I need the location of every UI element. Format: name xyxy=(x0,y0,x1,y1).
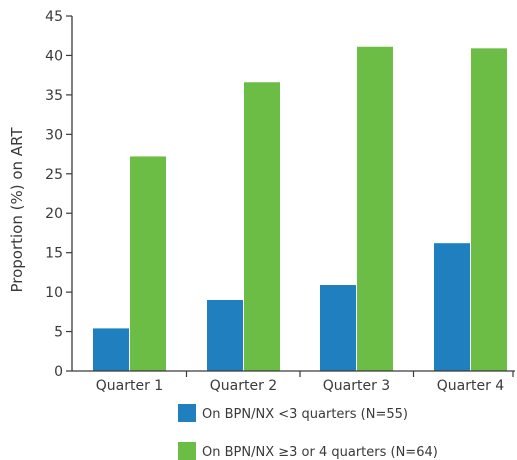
y-tick-label: 30 xyxy=(45,127,63,143)
legend-label-series-1: On BPN/NX <3 quarters (N=55) xyxy=(202,407,408,422)
legend: On BPN/NX <3 quarters (N=55) On BPN/NX ≥3… xyxy=(178,404,438,460)
bar-series-1-quarter-1 xyxy=(93,328,129,371)
bar-series-2-quarter-2 xyxy=(244,82,280,372)
x-tick-label: Quarter 4 xyxy=(437,378,505,394)
y-tick-label: 10 xyxy=(45,285,63,301)
bar-series-1-quarter-2 xyxy=(207,300,243,371)
bar-series-2-quarter-1 xyxy=(130,156,166,371)
bar-series-1-quarter-3 xyxy=(320,285,356,371)
y-tick-label: 0 xyxy=(54,364,63,380)
y-tick-label: 40 xyxy=(45,48,63,64)
x-tick-label: Quarter 2 xyxy=(210,378,277,394)
y-tick-label: 25 xyxy=(45,167,63,183)
bar-series-2-quarter-4 xyxy=(471,48,507,371)
bars-group xyxy=(93,46,507,372)
bar-series-1-quarter-4 xyxy=(434,243,470,371)
x-tick-label: Quarter 1 xyxy=(96,378,163,394)
y-tick-label: 5 xyxy=(54,325,63,341)
legend-swatch-series-1 xyxy=(178,404,196,422)
y-axis-ticks: 0 5 10 15 20 25 30 35 40 45 xyxy=(45,9,72,380)
legend-swatch-series-2 xyxy=(178,442,196,460)
x-tick-label: Quarter 3 xyxy=(323,378,390,394)
y-tick-label: 45 xyxy=(45,9,63,25)
y-tick-label: 15 xyxy=(45,246,63,262)
bar-series-2-quarter-3 xyxy=(357,46,393,372)
y-tick-label: 20 xyxy=(45,206,63,222)
x-axis-ticks: Quarter 1 Quarter 2 Quarter 3 Quarter 4 xyxy=(96,371,514,394)
legend-label-series-2: On BPN/NX ≥3 or 4 quarters (N=64) xyxy=(202,445,438,460)
y-tick-label: 35 xyxy=(45,88,63,104)
y-axis-label: Proportion (%) on ART xyxy=(8,127,26,293)
